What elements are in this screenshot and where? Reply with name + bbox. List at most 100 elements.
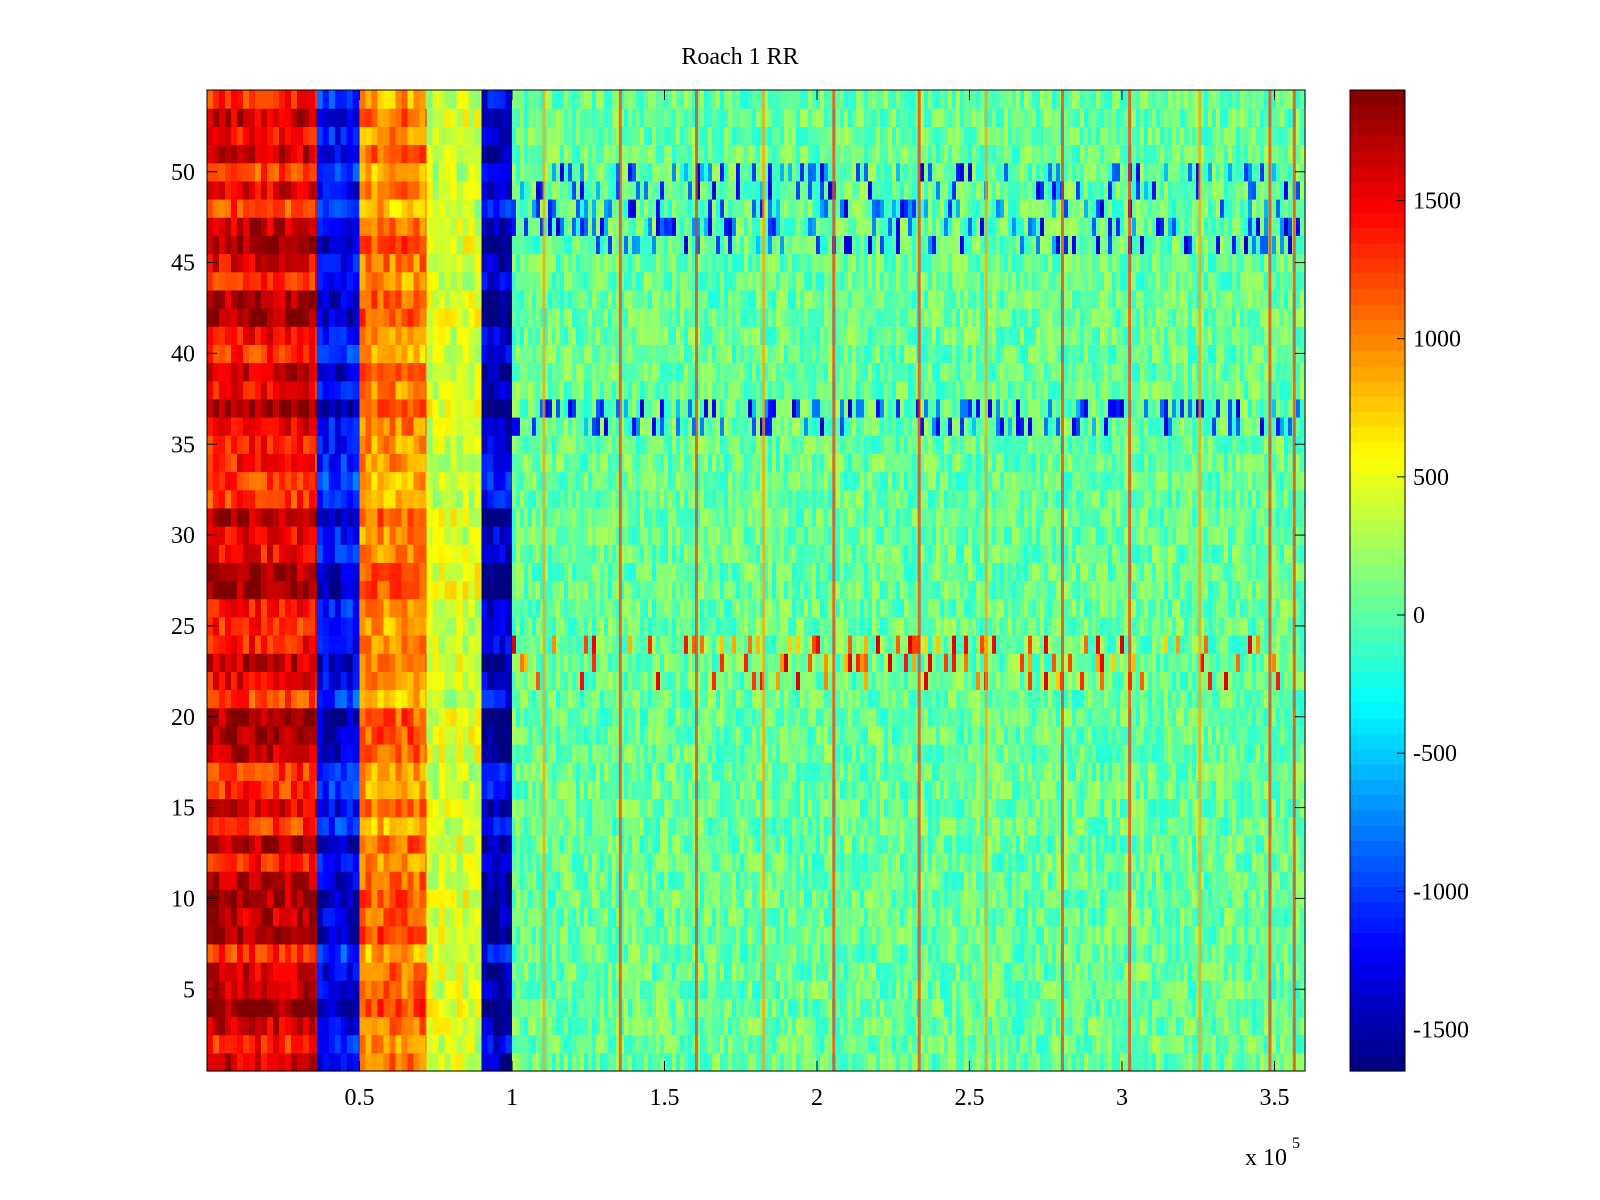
heatmap-cell: [377, 744, 385, 763]
heatmap-cell: [395, 580, 403, 600]
heatmap-cell: [462, 271, 470, 291]
heatmap-cell: [896, 889, 901, 909]
heatmap-cell: [425, 180, 428, 200]
heatmap-cell: [636, 1034, 641, 1054]
heatmap-cell: [377, 199, 385, 218]
heatmap-cell: [237, 126, 244, 146]
heatmap-cell: [720, 889, 725, 909]
heatmap-cell: [303, 925, 310, 945]
heatmap-cell: [359, 362, 367, 382]
heatmap-cell: [924, 907, 929, 927]
heatmap-cell: [1000, 980, 1005, 999]
heatmap-cell: [334, 1016, 342, 1036]
heatmap-cell: [1220, 1052, 1225, 1072]
heatmap-cell: [576, 871, 581, 890]
heatmap-cell: [213, 635, 220, 654]
heatmap-cell: [487, 907, 495, 927]
heatmap-cell: [1084, 1034, 1089, 1054]
heatmap-cell: [419, 380, 427, 400]
heatmap-cell: [1176, 1016, 1181, 1036]
heatmap-cell: [872, 1034, 877, 1054]
heatmap-cell: [480, 725, 483, 745]
heatmap-cell: [736, 889, 741, 909]
heatmap-cell: [255, 235, 262, 255]
heatmap-cell: [359, 834, 367, 854]
heatmap-cell: [316, 744, 324, 763]
heatmap-cell: [1132, 907, 1137, 927]
heatmap-cell: [480, 471, 483, 491]
heatmap-cell: [219, 344, 226, 364]
heatmap-cell: [432, 344, 440, 364]
heatmap-cell: [844, 943, 849, 963]
heatmap-cell: [624, 998, 629, 1018]
heatmap-cell: [315, 344, 318, 364]
heatmap-cell: [340, 925, 348, 945]
heatmap-cell: [1008, 889, 1013, 909]
heatmap-cell: [688, 943, 693, 963]
heatmap-cell: [395, 707, 403, 727]
heatmap-cell: [1288, 943, 1293, 963]
heatmap-cell: [732, 1052, 737, 1072]
heatmap-cell: [1228, 925, 1233, 945]
heatmap-cell: [520, 925, 525, 945]
heatmap-cell: [968, 889, 973, 909]
heatmap-cell: [383, 90, 391, 109]
heatmap-cell: [712, 943, 717, 963]
heatmap-cell: [322, 271, 330, 291]
heatmap-cell: [462, 1016, 470, 1036]
heatmap-cell: [291, 289, 298, 309]
heatmap-cell: [468, 380, 476, 400]
heatmap-cell: [371, 108, 379, 127]
heatmap-cell: [413, 562, 421, 582]
heatmap-cell: [340, 398, 348, 418]
heatmap-cell: [237, 108, 244, 127]
heatmap-cell: [505, 90, 513, 109]
heatmap-cell: [493, 725, 501, 745]
heatmap-cell: [1144, 889, 1149, 909]
heatmap-cell: [1120, 1034, 1125, 1054]
heatmap-cell: [444, 834, 452, 854]
heatmap-cell: [303, 980, 310, 999]
heatmap-cell: [231, 398, 238, 418]
heatmap-cell: [377, 580, 385, 600]
heatmap-cell: [231, 798, 238, 818]
heatmap-cell: [1228, 1016, 1233, 1036]
heatmap-cell: [462, 580, 470, 600]
heatmap-cell: [904, 907, 909, 927]
heatmap-cell: [480, 834, 483, 854]
heatmap-cell: [219, 816, 226, 836]
heatmap-cell: [1236, 889, 1241, 909]
heatmap-cell: [309, 980, 316, 999]
heatmap-cell: [377, 671, 385, 691]
heatmap-cell: [225, 398, 232, 418]
heatmap-cell: [322, 871, 330, 890]
heatmap-cell: [444, 798, 452, 818]
heatmap-cell: [352, 962, 360, 981]
heatmap-cell: [377, 816, 385, 836]
heatmap-cell: [1036, 1034, 1041, 1054]
heatmap-cell: [225, 526, 232, 545]
heatmap-cell: [880, 1034, 885, 1054]
heatmap-cell: [1108, 1016, 1113, 1036]
heatmap-cell: [1044, 925, 1049, 945]
heatmap-cell: [936, 962, 941, 981]
heatmap-cell: [1236, 925, 1241, 945]
heatmap-cell: [340, 162, 348, 182]
heatmap-cell: [219, 744, 226, 763]
heatmap-cell: [297, 853, 304, 872]
heatmap-cell: [644, 943, 649, 963]
heatmap-cell: [620, 1034, 625, 1054]
heatmap-cell: [285, 780, 292, 800]
heatmap-cell: [1240, 943, 1245, 963]
heatmap-cell: [632, 889, 637, 909]
heatmap-cell: [401, 362, 409, 382]
heatmap-cell: [696, 943, 701, 963]
heatmap-cell: [1188, 1052, 1193, 1072]
heatmap-cell: [592, 962, 597, 981]
heatmap-cell: [892, 1034, 897, 1054]
heatmap-cell: [1068, 889, 1073, 909]
heatmap-cell: [884, 1034, 889, 1054]
heatmap-cell: [1076, 1034, 1081, 1054]
heatmap-cell: [261, 362, 268, 382]
heatmap-cell: [419, 344, 427, 364]
